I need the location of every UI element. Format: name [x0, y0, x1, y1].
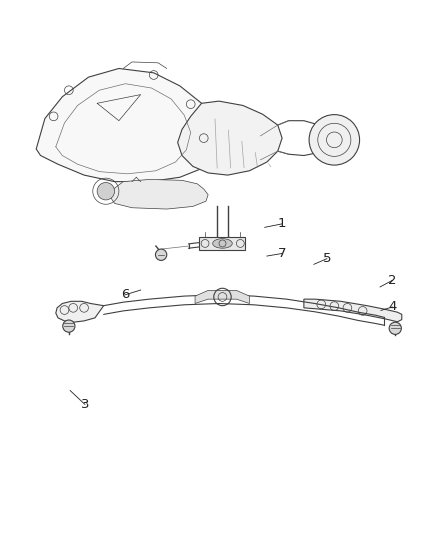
Polygon shape — [110, 180, 208, 209]
Polygon shape — [304, 299, 402, 322]
Text: 3: 3 — [81, 398, 89, 411]
Polygon shape — [56, 301, 104, 322]
Text: 2: 2 — [388, 274, 396, 287]
Circle shape — [63, 320, 75, 332]
Polygon shape — [178, 101, 282, 175]
Circle shape — [97, 182, 115, 200]
Text: 1: 1 — [278, 217, 286, 230]
Text: 4: 4 — [388, 301, 396, 313]
Circle shape — [155, 249, 167, 261]
Circle shape — [309, 115, 360, 165]
Polygon shape — [199, 237, 245, 250]
Polygon shape — [36, 68, 219, 182]
Ellipse shape — [213, 239, 232, 248]
Circle shape — [389, 322, 401, 334]
Text: 7: 7 — [278, 247, 286, 260]
Text: 6: 6 — [121, 288, 130, 301]
Polygon shape — [195, 290, 250, 303]
Text: 5: 5 — [323, 252, 331, 265]
